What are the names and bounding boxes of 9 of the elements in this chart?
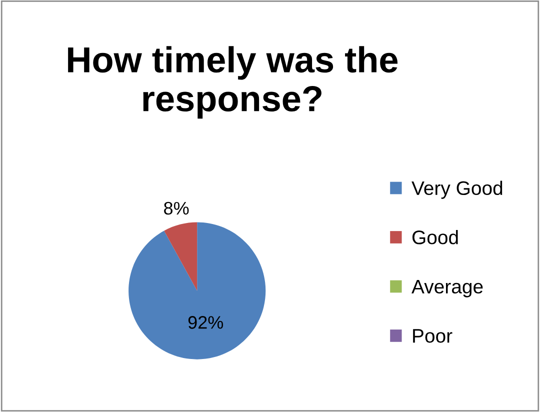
pie-slice — [164, 222, 198, 291]
pie-slice — [128, 222, 266, 360]
chart-title: How timely was the response? — [68, 46, 398, 119]
data-label: 92% — [188, 316, 224, 329]
legend-label: Average — [412, 280, 483, 298]
legend-label: Very Good — [412, 180, 502, 199]
legend-label: Good — [412, 230, 458, 244]
legend-label: Poor — [413, 329, 452, 343]
data-label: 8% — [164, 202, 189, 215]
